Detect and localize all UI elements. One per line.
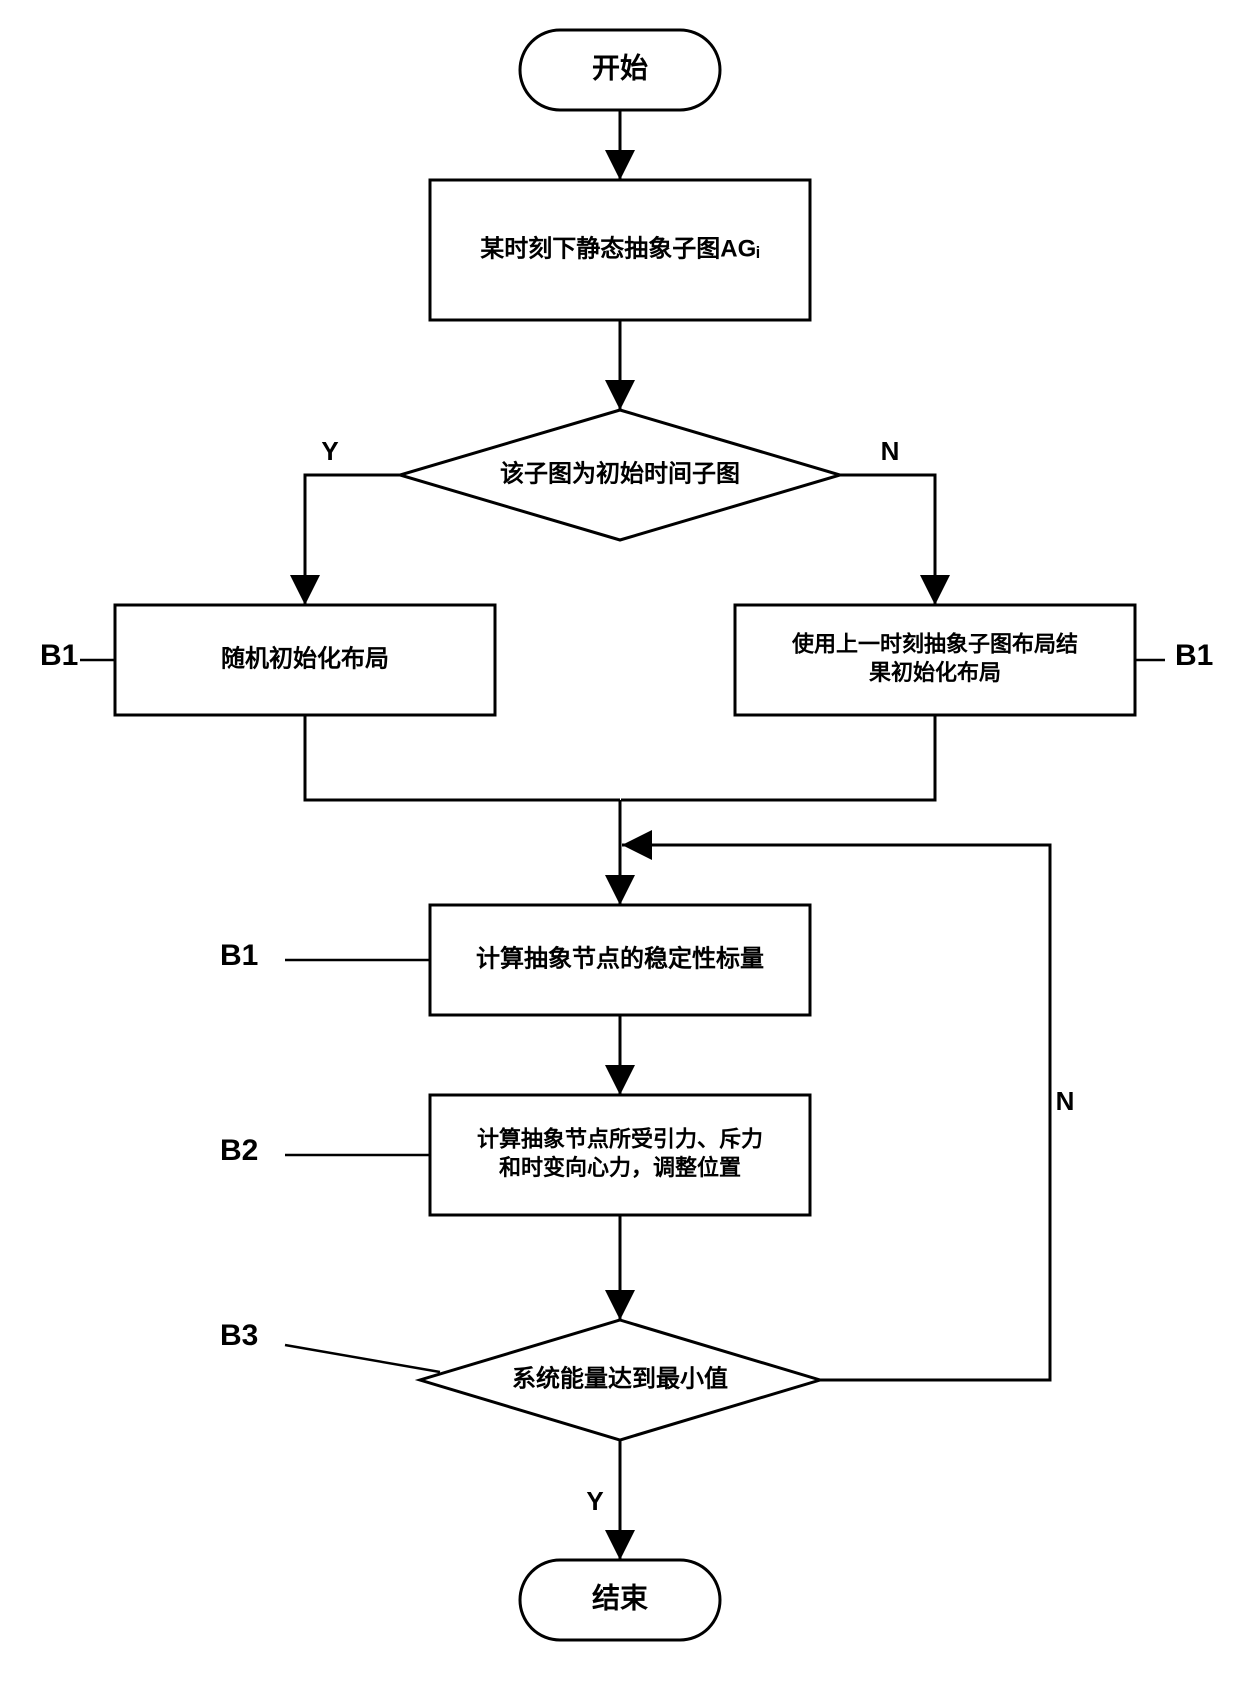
annotation-1: B1 — [1135, 639, 1213, 672]
node-text-p_b2-0: 计算抽象节点所受引力、斥力 — [477, 1127, 763, 1152]
annotation-text-0: B1 — [40, 639, 78, 672]
node-text-p1: 某时刻下静态抽象子图AGᵢ — [480, 234, 759, 262]
node-start: 开始 — [520, 30, 720, 110]
flowchart-canvas: Y N N Y 开始某时刻下静态抽象子图AGᵢ 该子图为初始时间子图随机初始化布局 使用上… — [0, 0, 1240, 1701]
edge-label-9: N — [1056, 1086, 1075, 1116]
annotation-3: B2 — [220, 1134, 430, 1167]
edge-2 — [305, 475, 400, 605]
node-text-start: 开始 — [592, 52, 648, 83]
edge-3 — [840, 475, 935, 605]
node-p_b1: 计算抽象节点的稳定性标量 — [430, 905, 810, 1015]
annotation-0: B1 — [40, 639, 115, 672]
node-end: 结束 — [520, 1560, 720, 1640]
annotation-text-3: B2 — [220, 1134, 258, 1167]
node-text-p_right-0: 使用上一时刻抽象子图布局结 — [791, 632, 1078, 657]
edge-4 — [305, 715, 620, 800]
edge-9 — [622, 845, 1050, 1380]
edge-label-3: N — [881, 436, 900, 466]
annotation-text-1: B1 — [1175, 639, 1213, 672]
node-text-p_left: 随机初始化布局 — [221, 644, 389, 672]
edge-5 — [621, 715, 935, 800]
node-d1: 该子图为初始时间子图 — [400, 410, 840, 540]
node-text-p_b1: 计算抽象节点的稳定性标量 — [476, 944, 764, 972]
node-d2: 系统能量达到最小值 — [420, 1320, 820, 1440]
node-text-p_right-1: 果初始化布局 — [869, 660, 1001, 685]
annotation-2: B1 — [220, 939, 430, 972]
node-text-d1: 该子图为初始时间子图 — [500, 459, 740, 487]
node-text-end: 结束 — [592, 1582, 648, 1613]
node-p_left: 随机初始化布局 — [115, 605, 495, 715]
node-p_right: 使用上一时刻抽象子图布局结果初始化布局 — [735, 605, 1135, 715]
annotation-text-2: B1 — [220, 939, 258, 972]
node-text-d2: 系统能量达到最小值 — [512, 1364, 728, 1392]
annotation-4: B3 — [220, 1319, 440, 1372]
node-p1: 某时刻下静态抽象子图AGᵢ — [430, 180, 810, 320]
edge-label-10: Y — [586, 1486, 603, 1516]
edge-label-2: Y — [321, 436, 338, 466]
annotation-text-4: B3 — [220, 1319, 258, 1352]
node-text-p_b2-1: 和时变向心力，调整位置 — [499, 1155, 741, 1180]
node-p_b2: 计算抽象节点所受引力、斥力和时变向心力，调整位置 — [430, 1095, 810, 1215]
